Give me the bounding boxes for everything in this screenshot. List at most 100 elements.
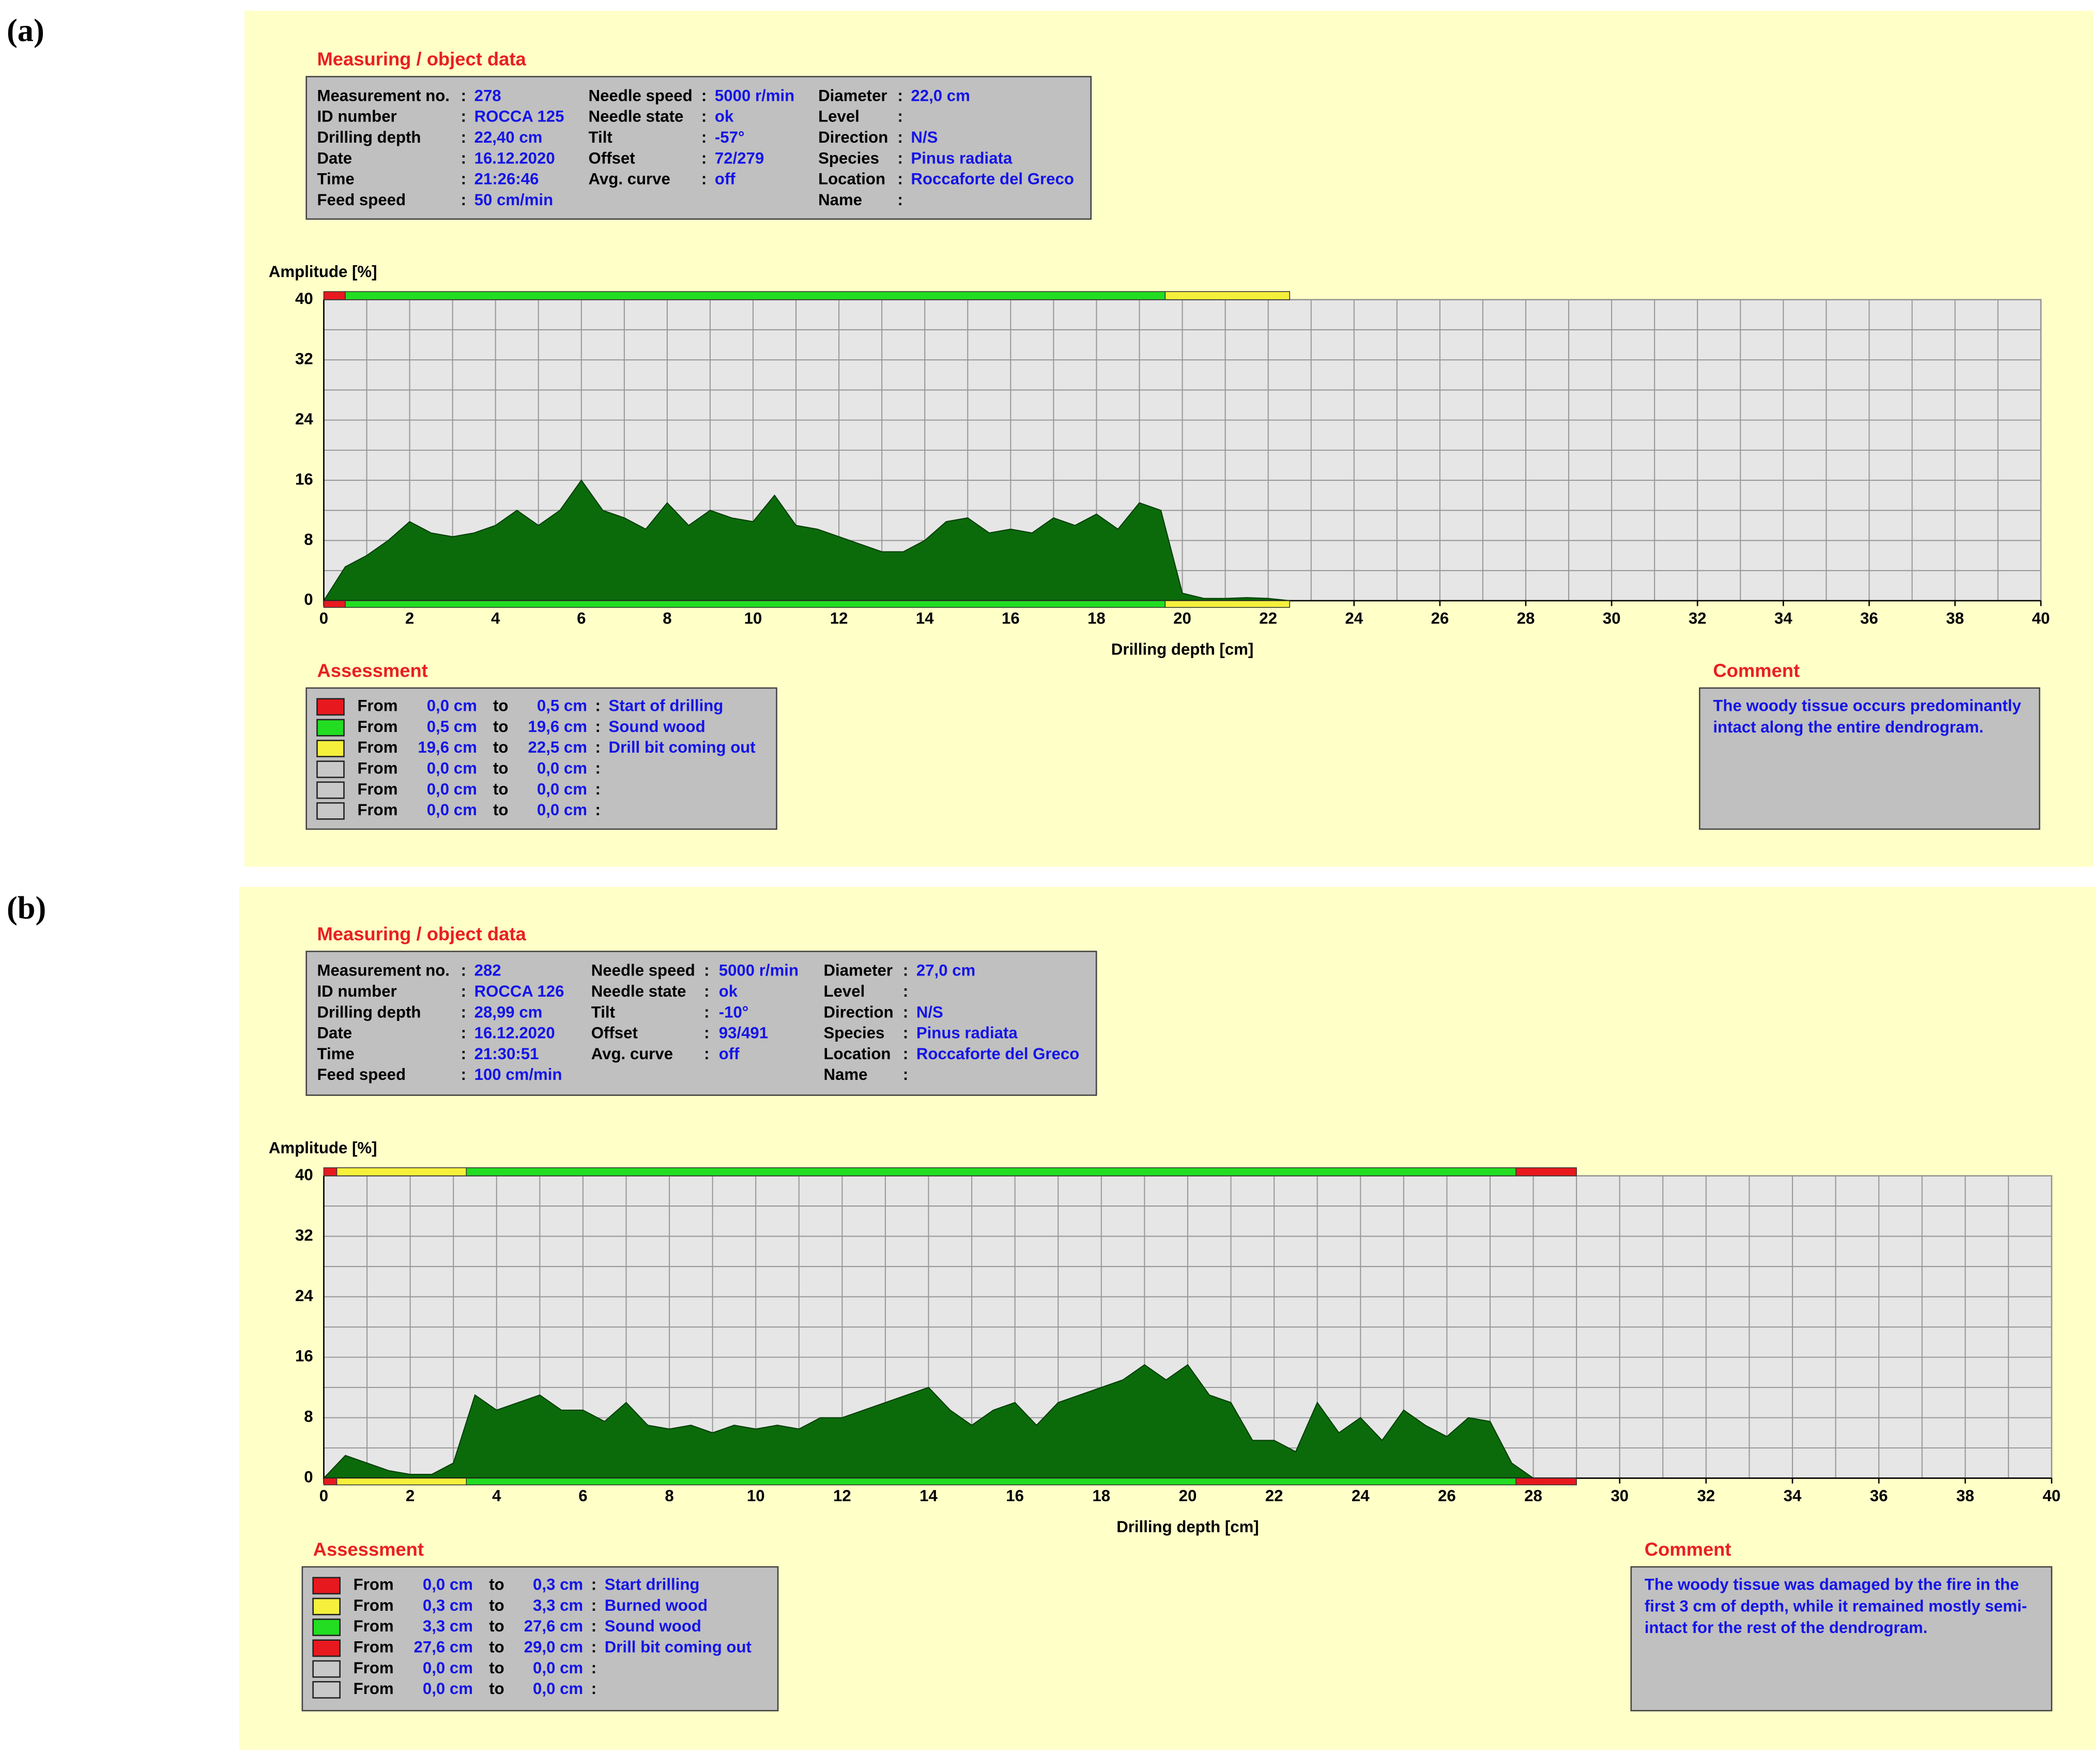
info-label: Measurement no. [317, 86, 450, 104]
assessment-sep: : [595, 759, 601, 777]
assessment-text: Sound wood [609, 718, 706, 736]
info-label: Date [317, 149, 352, 167]
x-tick-label: 0 [319, 1487, 328, 1505]
info-label: Level [818, 108, 860, 126]
info-value: -57° [715, 128, 745, 146]
info-label: Time [317, 170, 354, 188]
assessment-strip [323, 291, 346, 300]
y-tick-label: 32 [295, 349, 313, 368]
info-label: Offset [589, 149, 635, 167]
x-tick-label: 24 [1345, 609, 1363, 628]
x-tick-label: 10 [744, 609, 762, 628]
to-value: 0,3 cm [533, 1576, 583, 1594]
comment-title: Comment [1713, 660, 1800, 681]
assessment-swatch [312, 1577, 341, 1595]
info-sep: : [903, 962, 908, 980]
info-title: Measuring / object data [317, 49, 526, 70]
from-value: 3,3 cm [423, 1617, 473, 1635]
x-tick-label: 32 [1689, 609, 1707, 628]
info-sep: : [897, 86, 902, 104]
info-sep: : [701, 149, 707, 167]
info-label: Drilling depth [317, 128, 421, 146]
info-label: Name [823, 1065, 867, 1083]
x-tick-label: 26 [1431, 609, 1449, 628]
x-tick-label: 40 [2043, 1487, 2061, 1505]
x-tick-label: 34 [1784, 1487, 1802, 1505]
x-tick-label: 12 [833, 1487, 851, 1505]
comment-line: intact for the rest of the dendrogram. [1645, 1619, 1928, 1637]
assessment-text: Start drilling [605, 1576, 700, 1594]
info-sep: : [897, 108, 902, 126]
panel-label: (a) [7, 12, 44, 48]
x-tick-label: 12 [830, 609, 848, 628]
assessment-strip [323, 600, 346, 608]
x-tick-label: 18 [1087, 609, 1106, 628]
to-word: to [489, 1617, 504, 1635]
info-label: Diameter [818, 86, 887, 104]
assessment-sep: : [591, 1596, 596, 1614]
info-label: Avg. curve [589, 170, 670, 188]
info-sep: : [903, 1045, 908, 1063]
x-axis-title: Drilling depth [cm] [1111, 640, 1253, 658]
info-value: ok [719, 982, 738, 1000]
to-value: 29,0 cm [524, 1638, 583, 1656]
comment-line: intact along the entire dendrogram. [1713, 718, 1983, 736]
x-tick-label: 34 [1774, 609, 1792, 628]
info-value: 278 [474, 86, 501, 104]
from-word: From [354, 1617, 394, 1635]
info-sep: : [461, 1045, 466, 1063]
to-value: 0,5 cm [537, 697, 587, 715]
assessment-strip [1164, 291, 1290, 300]
info-value: N/S [911, 128, 938, 146]
info-value: ok [715, 108, 734, 126]
x-tick-label: 38 [1956, 1487, 1974, 1505]
y-tick-label: 24 [295, 1287, 313, 1305]
amplitude-area [323, 479, 1290, 602]
from-value: 0,0 cm [423, 1659, 473, 1677]
info-value: 27,0 cm [916, 962, 975, 980]
assessment-box [305, 687, 777, 830]
to-value: 0,0 cm [533, 1659, 583, 1677]
x-tick-label: 14 [919, 1487, 938, 1505]
info-value: 16.12.2020 [474, 1024, 555, 1042]
info-sep: : [461, 1003, 466, 1021]
info-value: 93/491 [719, 1024, 768, 1042]
info-label: Feed speed [317, 1065, 406, 1083]
info-box [305, 75, 1092, 220]
to-value: 3,3 cm [533, 1596, 583, 1614]
from-word: From [354, 1576, 394, 1594]
y-tick-label: 40 [295, 289, 313, 308]
info-label: Species [823, 1024, 884, 1042]
x-axis-title: Drilling depth [cm] [1116, 1518, 1259, 1536]
to-value: 0,0 cm [533, 1680, 583, 1698]
info-value: 21:30:51 [474, 1045, 539, 1063]
to-word: to [493, 738, 508, 756]
comment-title: Comment [1645, 1538, 1731, 1560]
from-word: From [354, 1680, 394, 1698]
x-tick-label: 30 [1611, 1487, 1629, 1505]
from-word: From [354, 1638, 394, 1656]
x-tick-label: 26 [1438, 1487, 1456, 1505]
assessment-strip [1515, 1167, 1577, 1177]
assessment-strip [323, 1167, 338, 1177]
assessment-strip [1164, 600, 1290, 608]
info-sep: : [701, 86, 707, 104]
assessment-sep: : [595, 780, 601, 798]
to-word: to [493, 801, 508, 819]
from-word: From [357, 718, 397, 736]
assessment-swatch [316, 760, 345, 779]
info-box [305, 951, 1097, 1096]
info-sep: : [704, 1045, 709, 1063]
to-word: to [489, 1638, 504, 1656]
assessment-swatch [312, 1597, 341, 1615]
assessment-title: Assessment [317, 660, 427, 681]
info-sep: : [461, 191, 466, 209]
x-tick-label: 20 [1179, 1487, 1197, 1505]
assessment-text: Start of drilling [609, 697, 724, 715]
from-word: From [357, 697, 397, 715]
assessment-title: Assessment [313, 1538, 424, 1560]
y-tick-label: 0 [304, 590, 313, 608]
info-value: 22,40 cm [474, 128, 543, 146]
